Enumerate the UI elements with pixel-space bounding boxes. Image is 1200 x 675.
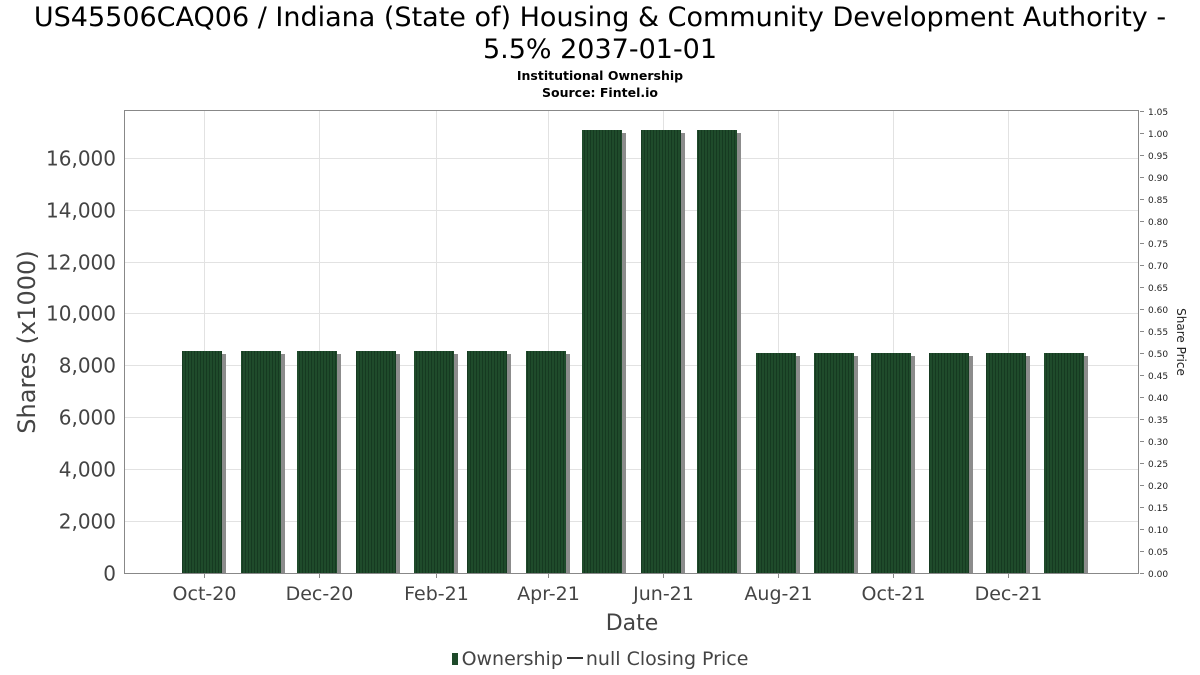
closing-price-legend-line	[566, 657, 583, 659]
chart-title-line-1: US45506CAQ06 / Indiana (State of) Housin…	[33, 2, 1167, 33]
y2-tick-label: 0.65	[1148, 284, 1168, 294]
y-tick-label: 16,000	[46, 147, 116, 171]
ownership-bars	[182, 130, 1088, 573]
y2-tick-label: 0.05	[1148, 548, 1168, 558]
y2-tick-label: 0.00	[1148, 570, 1168, 580]
y-tick-label: 12,000	[46, 251, 116, 275]
ownership-bar	[756, 353, 796, 573]
ownership-bar	[986, 353, 1026, 573]
x-axis-title: Date	[606, 611, 659, 636]
x-tick-label: Oct-20	[173, 583, 237, 605]
ownership-bar	[182, 351, 222, 573]
ownership-bar	[356, 351, 396, 573]
y2-tick-label: 1.00	[1148, 130, 1168, 140]
ownership-bar	[929, 353, 969, 573]
y-tick-label: 8,000	[59, 354, 116, 378]
ownership-bar	[297, 351, 337, 573]
y2-tick-label: 0.70	[1148, 262, 1168, 272]
y2-tick-label: 0.50	[1148, 350, 1168, 360]
ownership-legend-swatch	[451, 653, 458, 665]
ownership-bar	[526, 351, 566, 573]
plot-area-frame	[124, 110, 1139, 574]
y2-tick-label: 0.55	[1148, 328, 1168, 338]
ownership-bar	[697, 130, 737, 573]
y2-tick-label: 0.90	[1148, 174, 1168, 184]
y2-tick-label: 0.75	[1148, 240, 1168, 250]
x-tick-label: Feb-21	[404, 583, 469, 605]
legend: Ownership null Closing Price	[0, 647, 1200, 671]
chart-source: Source: Fintel.io	[542, 85, 658, 100]
ownership-bar	[1044, 353, 1084, 573]
y2-tick-label: 0.40	[1148, 394, 1168, 404]
y2-tick-label: 0.15	[1148, 504, 1168, 514]
y2-tick-label: 0.80	[1148, 218, 1168, 228]
ownership-bar	[871, 353, 911, 573]
y2-tick-label: 0.10	[1148, 526, 1168, 536]
y2-axis-title: Share Price	[1174, 308, 1188, 376]
x-tick-label: Dec-20	[286, 583, 354, 605]
x-tick-label: Aug-21	[744, 583, 812, 605]
ownership-bar	[814, 353, 854, 573]
x-tick-label: Jun-21	[632, 583, 694, 605]
ownership-bar	[467, 351, 507, 573]
legend-ownership-label: Ownership	[461, 648, 563, 670]
legend-closing-price-label: null Closing Price	[585, 648, 749, 670]
ownership-bar	[641, 130, 681, 573]
right-axis-ticks: 0.00 0.05 0.10 0.15 0.20 0.25 0.30 0.35 0.40 0.45…	[1140, 108, 1168, 580]
y2-tick-label: 0.30	[1148, 438, 1168, 448]
y2-tick-label: 0.45	[1148, 372, 1168, 382]
y2-tick-label: 0.85	[1148, 196, 1168, 206]
y2-tick-label: 0.95	[1148, 152, 1168, 162]
y-axis-title: Shares (x1000)	[13, 250, 41, 433]
ownership-bar	[414, 351, 454, 573]
y-tick-label: 10,000	[46, 302, 116, 326]
x-tick-label: Dec-21	[975, 583, 1043, 605]
y-tick-label: 0	[103, 562, 116, 586]
chart-title-line-2: 5.5% 2037-01-01	[482, 34, 718, 65]
y2-tick-label: 0.35	[1148, 416, 1168, 426]
y-tick-label: 6,000	[59, 406, 116, 430]
ownership-bar	[582, 130, 622, 573]
x-axis-ticks: Oct-20 Dec-20 Feb-21 Apr-21 Jun-21 Aug-21 Oct-…	[173, 573, 1043, 605]
ownership-bar	[241, 351, 281, 573]
chart-subtitle: Institutional Ownership	[516, 68, 684, 83]
left-axis-ticks: 0 2,000 4,000 6,000 8,000 10,000 12,000 14,000 1…	[46, 147, 116, 586]
y2-tick-label: 1.05	[1148, 108, 1168, 118]
y-tick-label: 4,000	[59, 458, 116, 482]
x-tick-label: Apr-21	[517, 583, 580, 605]
y2-tick-label: 0.60	[1148, 306, 1168, 316]
y2-tick-label: 0.20	[1148, 482, 1168, 492]
x-tick-label: Oct-21	[862, 583, 926, 605]
y-tick-label: 14,000	[46, 199, 116, 223]
y2-tick-label: 0.25	[1148, 460, 1168, 470]
y-tick-label: 2,000	[59, 510, 116, 534]
